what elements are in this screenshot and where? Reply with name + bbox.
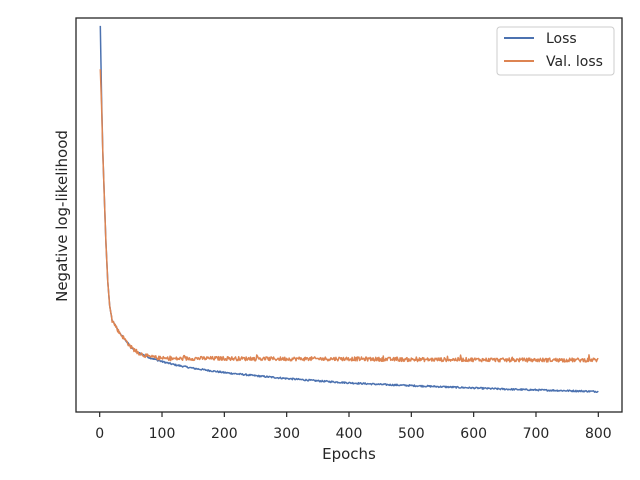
- x-tick-label: 700: [523, 426, 550, 442]
- x-tick-label: 500: [398, 426, 425, 442]
- legend-label-loss: Loss: [546, 31, 577, 47]
- series-line-loss: [99, 25, 599, 393]
- x-tick-label: 100: [149, 426, 176, 442]
- x-tick-label: 800: [585, 426, 612, 442]
- x-axis-label: Epochs: [322, 445, 376, 463]
- x-tick-label: 0: [95, 426, 104, 442]
- x-tick-label: 600: [460, 426, 487, 442]
- x-axis-ticks: 0 100 200 300 400 500 600 700 800: [95, 412, 612, 442]
- series-line-val-loss: [99, 69, 599, 363]
- x-tick-label: 200: [211, 426, 238, 442]
- legend-label-val-loss: Val. loss: [546, 54, 603, 70]
- plot-area-background: [76, 18, 622, 412]
- legend: Loss Val. loss: [496, 26, 615, 76]
- series-layer: [99, 25, 599, 393]
- x-tick-label: 400: [336, 426, 363, 442]
- y-axis-label: Negative log-likelihood: [53, 130, 71, 302]
- x-tick-label: 300: [273, 426, 300, 442]
